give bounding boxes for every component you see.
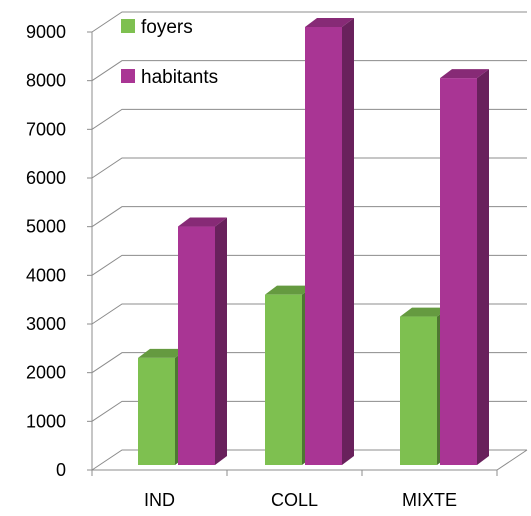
bar-front (178, 226, 215, 465)
bar-habitants-mixte (440, 69, 489, 465)
bar-front (400, 316, 437, 465)
bar-front (305, 27, 342, 465)
gridline (91, 303, 527, 325)
gridline (91, 254, 527, 276)
bar-top (265, 285, 314, 295)
y-tick-label: 3000 (26, 314, 66, 334)
gridline (91, 352, 527, 374)
y-tick-label: 6000 (26, 168, 66, 188)
y-tick-label: 1000 (26, 411, 66, 431)
y-tick-label: 8000 (26, 71, 66, 91)
legend-label: foyers (141, 17, 193, 38)
gridline (91, 108, 527, 130)
y-tick-label: 9000 (26, 22, 66, 42)
bar-habitants-ind (178, 217, 227, 465)
bar-side (215, 217, 227, 465)
bar-front (138, 357, 175, 465)
bar-front (440, 78, 477, 465)
x-axis-tick-labels: IND COLL MIXTE (91, 470, 498, 510)
legend: foyers habitants (121, 17, 218, 88)
x-tick-label: MIXTE (402, 490, 457, 510)
legend-item-foyers: foyers (121, 17, 193, 38)
bar-top (178, 217, 227, 227)
bar-top (138, 348, 187, 358)
legend-label: habitants (141, 67, 218, 88)
bar-side (342, 18, 354, 465)
bar-top (440, 69, 489, 79)
y-axis-tick-labels: 0 1000 2000 3000 4000 5000 6000 7000 8000 9000 (26, 22, 92, 480)
bar-side (477, 69, 489, 465)
y-tick-label: 2000 (26, 363, 66, 383)
x-tick-label: COLL (271, 490, 318, 510)
x-tick-label: IND (144, 490, 175, 510)
gridline (91, 157, 527, 179)
bar-top (400, 307, 449, 317)
bar-habitants-coll (305, 18, 354, 465)
y-tick-label: 0 (56, 460, 66, 480)
gridline (91, 449, 527, 471)
legend-item-habitants: habitants (121, 67, 218, 88)
gridline (91, 60, 527, 82)
bar-top (305, 18, 354, 27)
legend-swatch (121, 69, 135, 83)
gridline (91, 400, 527, 422)
y-tick-label: 7000 (26, 119, 66, 139)
gridline (91, 206, 527, 228)
bar-front (265, 294, 302, 465)
legend-swatch (121, 19, 135, 33)
bars (138, 18, 489, 465)
y-tick-label: 5000 (26, 217, 66, 237)
y-tick-label: 4000 (26, 265, 66, 285)
